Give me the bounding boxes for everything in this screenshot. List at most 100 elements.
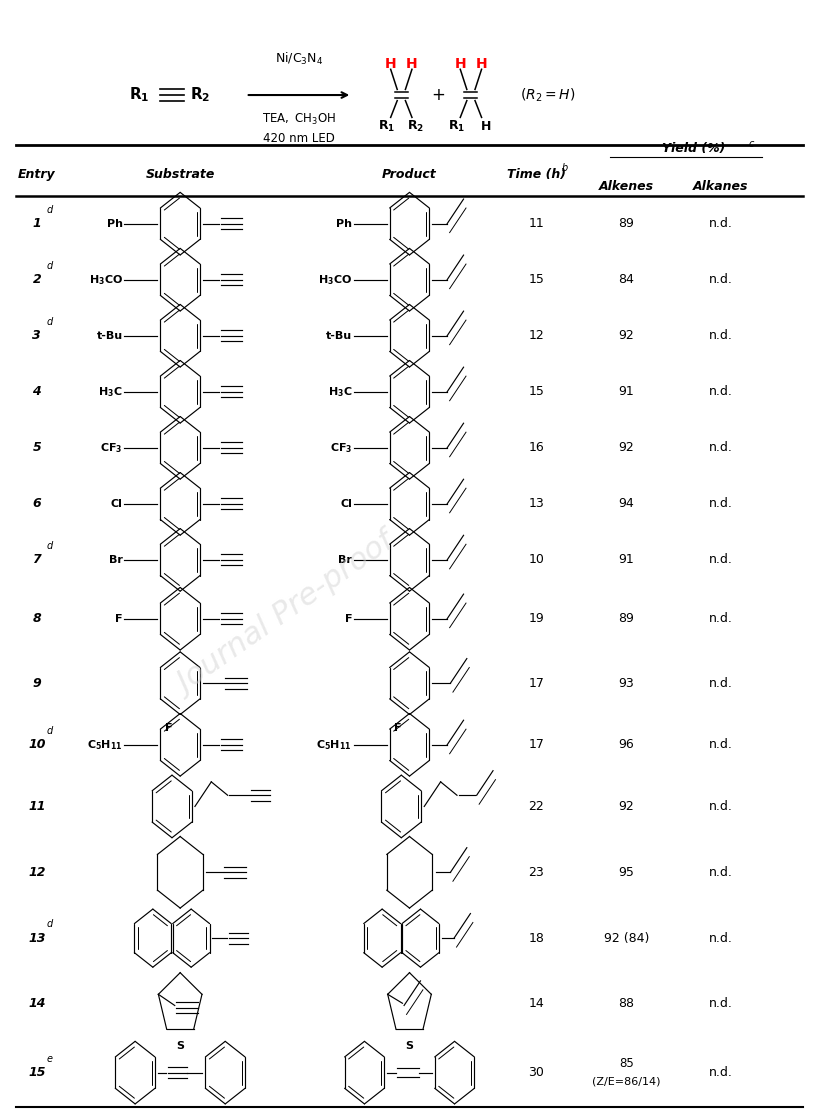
Text: H: H — [406, 57, 418, 70]
Text: n.d.: n.d. — [708, 553, 733, 567]
Text: d: d — [47, 205, 53, 215]
Text: 92 (84): 92 (84) — [604, 931, 649, 945]
Text: d: d — [47, 541, 53, 551]
Text: t-Bu: t-Bu — [97, 331, 123, 341]
Text: H: H — [455, 57, 466, 70]
Text: $\mathbf{R_1}$: $\mathbf{R_1}$ — [447, 119, 465, 134]
Text: n.d.: n.d. — [708, 613, 733, 625]
Text: d: d — [47, 726, 53, 736]
Text: 17: 17 — [528, 676, 545, 690]
Text: 17: 17 — [528, 738, 545, 751]
Text: F: F — [345, 614, 352, 624]
Text: 9: 9 — [33, 676, 41, 690]
Text: n.d.: n.d. — [708, 329, 733, 342]
Text: 91: 91 — [618, 386, 635, 398]
Text: $\mathbf{H_3CO}$: $\mathbf{H_3CO}$ — [318, 273, 352, 286]
Text: 13: 13 — [528, 498, 545, 510]
Text: 1: 1 — [33, 217, 41, 230]
Text: 94: 94 — [618, 498, 635, 510]
Text: 12: 12 — [28, 865, 46, 879]
Text: $(R_2 = H)$: $(R_2 = H)$ — [520, 86, 576, 104]
Text: 84: 84 — [618, 273, 635, 286]
Text: $\mathbf{H_3C}$: $\mathbf{H_3C}$ — [328, 385, 352, 399]
Text: c: c — [749, 139, 754, 149]
Text: $\mathbf{H_3CO}$: $\mathbf{H_3CO}$ — [88, 273, 123, 286]
Text: 22: 22 — [528, 800, 545, 813]
Text: H: H — [385, 57, 396, 70]
Text: $\mathrm{Ni/C_3N_4}$: $\mathrm{Ni/C_3N_4}$ — [275, 51, 323, 67]
Text: Alkenes: Alkenes — [599, 180, 654, 193]
Text: n.d.: n.d. — [708, 738, 733, 751]
Text: Time (h): Time (h) — [507, 168, 566, 181]
Text: 12: 12 — [528, 329, 545, 342]
Text: $\mathbf{CF_3}$: $\mathbf{CF_3}$ — [100, 440, 123, 455]
Text: 93: 93 — [618, 676, 635, 690]
Text: $\mathbf{C_5H_{11}}$: $\mathbf{C_5H_{11}}$ — [316, 738, 352, 751]
Text: 15: 15 — [528, 386, 545, 398]
Text: t-Bu: t-Bu — [326, 331, 352, 341]
Text: S: S — [405, 1041, 414, 1051]
Text: +: + — [432, 86, 445, 104]
Text: H: H — [481, 120, 491, 133]
Text: 92: 92 — [618, 329, 635, 342]
Text: 19: 19 — [528, 613, 545, 625]
Text: 8: 8 — [33, 613, 41, 625]
Text: 5: 5 — [33, 442, 41, 454]
Text: Ph: Ph — [336, 219, 352, 229]
Text: Alkanes: Alkanes — [693, 180, 749, 193]
Text: F: F — [165, 723, 173, 733]
Text: $\mathbf{CF_3}$: $\mathbf{CF_3}$ — [329, 440, 352, 455]
Text: H: H — [476, 57, 487, 70]
Text: Br: Br — [338, 555, 352, 565]
Text: (Z/E=86/14): (Z/E=86/14) — [592, 1077, 661, 1087]
Text: n.d.: n.d. — [708, 273, 733, 286]
Text: n.d.: n.d. — [708, 442, 733, 454]
Text: 92: 92 — [618, 800, 635, 813]
Text: 15: 15 — [28, 1067, 46, 1079]
Text: 3: 3 — [33, 329, 41, 342]
Text: 95: 95 — [618, 865, 635, 879]
Text: 11: 11 — [28, 800, 46, 813]
Text: $\mathrm{TEA,\ CH_3OH}$: $\mathrm{TEA,\ CH_3OH}$ — [262, 112, 336, 127]
Text: Ph: Ph — [106, 219, 123, 229]
Text: Entry: Entry — [18, 168, 56, 181]
Text: n.d.: n.d. — [708, 217, 733, 230]
Text: $\mathbf{C_5H_{11}}$: $\mathbf{C_5H_{11}}$ — [87, 738, 123, 751]
Text: 18: 18 — [528, 931, 545, 945]
Text: d: d — [47, 260, 53, 271]
Text: n.d.: n.d. — [708, 386, 733, 398]
Text: 420 nm LED: 420 nm LED — [263, 132, 335, 145]
Text: 14: 14 — [528, 997, 545, 1011]
Text: 16: 16 — [528, 442, 545, 454]
Text: n.d.: n.d. — [708, 676, 733, 690]
Text: n.d.: n.d. — [708, 498, 733, 510]
Text: $\mathbf{H_3C}$: $\mathbf{H_3C}$ — [98, 385, 123, 399]
Text: n.d.: n.d. — [708, 1067, 733, 1079]
Text: 23: 23 — [528, 865, 545, 879]
Text: S: S — [176, 1041, 184, 1051]
Text: $\mathbf{R_1}$: $\mathbf{R_1}$ — [378, 119, 396, 134]
Text: F: F — [115, 614, 123, 624]
Text: $\mathbf{R_1}$: $\mathbf{R_1}$ — [129, 86, 150, 104]
Text: 88: 88 — [618, 997, 635, 1011]
Text: Yield (%): Yield (%) — [663, 142, 726, 155]
Text: 89: 89 — [618, 613, 635, 625]
Text: 6: 6 — [33, 498, 41, 510]
Text: d: d — [47, 919, 53, 929]
Text: n.d.: n.d. — [708, 800, 733, 813]
Text: Cl: Cl — [341, 499, 352, 509]
Text: d: d — [47, 316, 53, 326]
Text: n.d.: n.d. — [708, 865, 733, 879]
Text: $\mathbf{R_2}$: $\mathbf{R_2}$ — [408, 119, 424, 134]
Text: 30: 30 — [528, 1067, 545, 1079]
Text: F: F — [394, 723, 402, 733]
Text: 14: 14 — [28, 997, 46, 1011]
Text: b: b — [562, 163, 568, 173]
Text: $\mathbf{R_2}$: $\mathbf{R_2}$ — [191, 86, 210, 104]
Text: Journal Pre-proof: Journal Pre-proof — [174, 530, 400, 700]
Text: 4: 4 — [33, 386, 41, 398]
Text: n.d.: n.d. — [708, 931, 733, 945]
Text: Cl: Cl — [111, 499, 123, 509]
Text: Substrate: Substrate — [146, 168, 215, 181]
Text: 11: 11 — [528, 217, 545, 230]
